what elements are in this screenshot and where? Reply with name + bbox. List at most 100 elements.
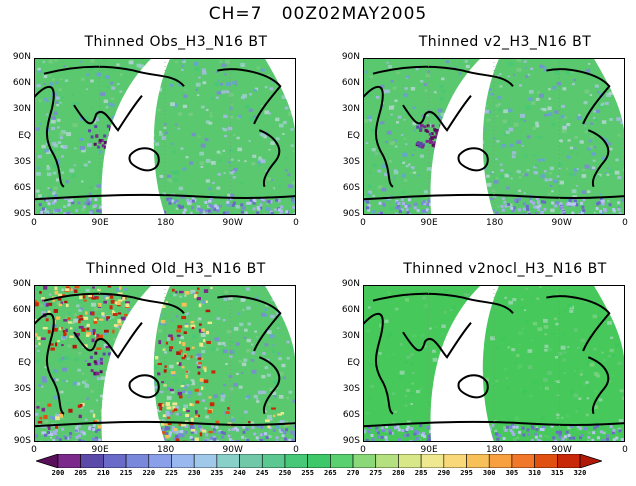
colorbar-swatch <box>284 454 308 468</box>
lon-label: 0 <box>622 218 628 228</box>
colorbar-swatch <box>125 454 150 468</box>
lat-label: 90N <box>341 279 360 289</box>
map-panel-2 <box>363 58 625 215</box>
colorbar-label: 230 <box>187 469 201 477</box>
lon-label: 180 <box>486 445 504 455</box>
panel-title: Thinned Obs_H3_N16 BT <box>84 34 268 50</box>
lon-label: 0 <box>360 445 366 455</box>
colorbar-swatch <box>261 454 286 468</box>
lat-label: 90N <box>341 52 360 62</box>
colorbar-label: 220 <box>142 469 156 477</box>
colorbar-swatch <box>330 454 354 468</box>
lon-label: 90E <box>420 445 438 455</box>
colorbar-label: 265 <box>324 469 337 477</box>
lon-label: 90W <box>551 445 572 455</box>
colorbar-label: 315 <box>550 469 564 477</box>
lon-label: 180 <box>157 445 175 455</box>
lon-label: 0 <box>31 445 37 455</box>
colorbar-max-arrow <box>579 454 602 468</box>
lat-label: 90S <box>13 209 31 219</box>
lat-label: 30N <box>341 331 360 342</box>
colorbar-swatch <box>216 454 240 468</box>
lat-label: 90N <box>12 279 31 289</box>
panel-title: Thinned Old_H3_N16 BT <box>86 261 266 277</box>
lat-label: EQ <box>347 130 360 141</box>
map-panel-1 <box>34 58 296 215</box>
lat-label: 30N <box>12 104 31 115</box>
colorbar-swatch <box>57 454 81 468</box>
colorbar-label: 245 <box>255 469 269 477</box>
map-panel-3 <box>34 285 296 442</box>
lat-label: 30S <box>13 383 31 394</box>
colorbar-label: 270 <box>346 469 360 477</box>
lat-label: 60N <box>12 78 31 89</box>
lon-label: 90E <box>91 445 109 455</box>
panel-title: Thinned v2_H3_N16 BT <box>418 34 592 50</box>
map-panel-4 <box>363 285 625 442</box>
main-title: CH=7 00Z02MAY2005 <box>208 4 428 24</box>
colorbar-label: 320 <box>573 469 587 477</box>
colorbar-label: 240 <box>233 469 246 477</box>
lon-label: 90E <box>91 218 109 228</box>
colorbar-label: 280 <box>392 469 405 477</box>
lat-label: 30N <box>341 104 360 115</box>
colorbar-label: 210 <box>97 469 110 477</box>
lon-label: 90W <box>222 218 243 228</box>
lon-label: 90E <box>420 218 438 228</box>
lat-label: 30S <box>13 156 31 167</box>
colorbar-swatch <box>398 454 422 468</box>
colorbar <box>36 454 602 468</box>
lat-label: 60N <box>12 305 31 316</box>
lat-label: 30S <box>342 156 360 167</box>
colorbar-label: 250 <box>278 469 292 477</box>
lat-label: 90N <box>12 52 31 62</box>
colorbar-swatch <box>420 454 445 468</box>
lat-label: 60N <box>341 78 360 89</box>
colorbar-swatch <box>171 454 195 468</box>
colorbar-label: 290 <box>437 469 451 477</box>
lat-label: EQ <box>347 357 360 368</box>
lat-label: 60S <box>13 182 31 193</box>
colorbar-swatch <box>443 454 467 468</box>
colorbar-label: 305 <box>505 469 519 477</box>
lon-label: 0 <box>31 218 37 228</box>
colorbar-swatch <box>488 454 513 468</box>
lat-label: 90S <box>342 436 360 446</box>
colorbar-label: 300 <box>482 469 496 477</box>
lon-label: 0 <box>293 218 299 228</box>
lon-label: 180 <box>486 218 504 228</box>
lat-label: 90S <box>13 436 31 446</box>
lat-label: 60S <box>342 409 360 420</box>
colorbar-swatch <box>148 454 172 468</box>
lat-label: 60S <box>342 182 360 193</box>
lon-label: 180 <box>157 218 175 228</box>
colorbar-label: 275 <box>369 469 383 477</box>
colorbar-swatch <box>80 454 104 468</box>
lat-label: 90S <box>342 209 360 219</box>
colorbar-swatch <box>193 454 218 468</box>
colorbar-label: 285 <box>414 469 428 477</box>
lon-label: 0 <box>360 218 366 228</box>
lat-label: 30S <box>342 383 360 394</box>
lat-label: 60N <box>341 305 360 316</box>
colorbar-label: 235 <box>210 469 224 477</box>
colorbar-label: 255 <box>301 469 314 477</box>
colorbar-swatch <box>307 454 331 468</box>
lon-label: 90W <box>551 218 572 228</box>
lat-label: 30N <box>12 331 31 342</box>
colorbar-label: 310 <box>528 469 541 477</box>
colorbar-swatch <box>557 454 581 468</box>
colorbar-label: 200 <box>51 469 65 477</box>
lon-label: 90W <box>222 445 243 455</box>
colorbar-swatch <box>534 454 558 468</box>
colorbar-swatch <box>466 454 490 468</box>
colorbar-label: 205 <box>74 469 88 477</box>
colorbar-label: 295 <box>460 469 473 477</box>
colorbar-swatch <box>352 454 377 468</box>
colorbar-label: 225 <box>165 469 178 477</box>
colorbar-swatch <box>375 454 399 468</box>
lat-label: EQ <box>18 357 31 368</box>
colorbar-swatch <box>103 454 127 468</box>
lon-label: 0 <box>293 445 299 455</box>
colorbar-swatch <box>239 454 263 468</box>
